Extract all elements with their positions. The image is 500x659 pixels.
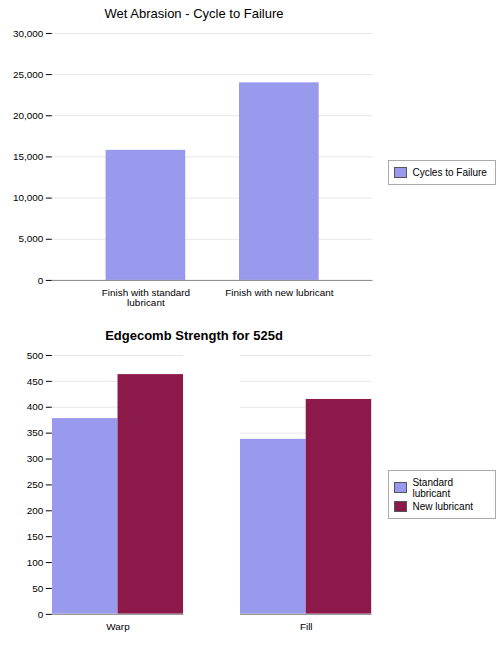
svg-text:10,000: 10,000	[13, 192, 44, 203]
svg-text:15,000: 15,000	[13, 151, 44, 162]
html-text:Standard lubricant: Standard lubricant	[412, 476, 453, 499]
html-text:Cycles to Failure: Cycles to Failure	[412, 166, 487, 178]
svg-text:100: 100	[27, 556, 44, 567]
svg-text:30,000: 30,000	[13, 28, 44, 39]
svg-text:20,000: 20,000	[13, 110, 44, 121]
html-text:Wet Abrasion - Cycle to Failur: Wet Abrasion - Cycle to Failure	[104, 6, 284, 21]
svg-text:0: 0	[38, 275, 44, 286]
svg-text:150: 150	[27, 531, 44, 542]
html-text:New lubricant: New lubricant	[412, 500, 473, 512]
svg-text:5,000: 5,000	[18, 233, 43, 244]
svg-text:400: 400	[27, 401, 44, 412]
svg-text:Finish with standardlubricant: Finish with standardlubricant	[102, 287, 190, 308]
svg-text:Fill: Fill	[300, 621, 313, 632]
svg-text:50: 50	[32, 582, 44, 593]
svg-text:250: 250	[27, 479, 44, 490]
svg-text:350: 350	[27, 427, 44, 438]
svg-text:450: 450	[27, 375, 44, 386]
svg-text:500: 500	[27, 349, 44, 360]
svg-text:200: 200	[27, 505, 44, 516]
svg-text:300: 300	[27, 453, 44, 464]
svg-text:0: 0	[38, 608, 44, 619]
svg-text:25,000: 25,000	[13, 69, 44, 80]
svg-text:Warp: Warp	[106, 621, 130, 632]
svg-text:Finish with new lubricant: Finish with new lubricant	[225, 287, 333, 298]
html-text:Edgecomb Strength for 525d: Edgecomb Strength for 525d	[105, 327, 283, 343]
